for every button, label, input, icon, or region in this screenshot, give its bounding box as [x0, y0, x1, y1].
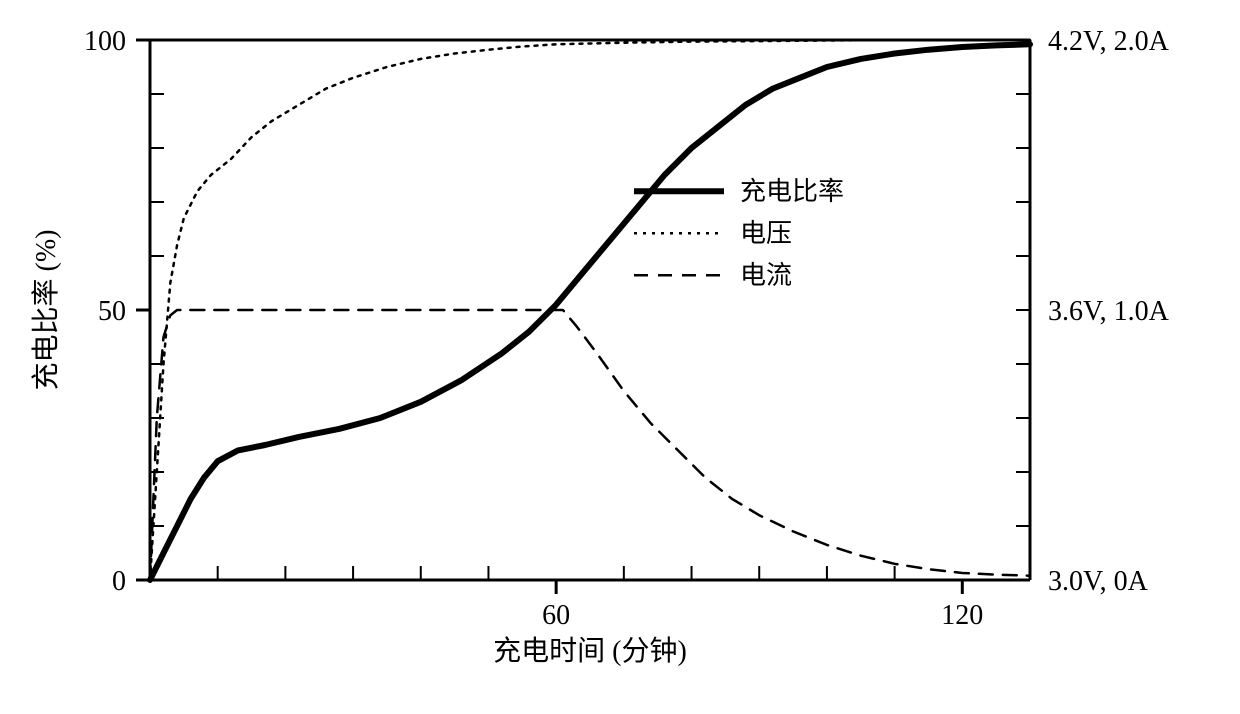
x-axis-label: 充电时间 (分钟): [493, 635, 687, 667]
legend-label-voltage: 电压: [740, 219, 792, 248]
right-axis-label: 3.0V, 0A: [1048, 566, 1149, 597]
legend-label-charge_ratio: 充电比率: [740, 177, 844, 206]
ytick-label: 50: [98, 296, 126, 327]
y-axis-label: 充电比率 (%): [30, 230, 62, 391]
ytick-label: 100: [84, 26, 126, 57]
right-axis-label: 3.6V, 1.0A: [1048, 296, 1170, 327]
chart-container: 0 50 100 60 120 充电时间 (分钟) 充电比率 (%) 4.2V, 2.0A 3.…: [0, 0, 1240, 714]
ytick-label: 0: [112, 566, 126, 597]
xtick-label: 60: [542, 600, 570, 631]
xtick-label: 120: [941, 600, 983, 631]
battery-charging-chart: 0 50 100 60 120 充电时间 (分钟) 充电比率 (%) 4.2V, 2.0A 3.…: [0, 0, 1240, 714]
right-axis-label: 4.2V, 2.0A: [1048, 26, 1170, 57]
legend-label-current: 电流: [740, 261, 792, 290]
